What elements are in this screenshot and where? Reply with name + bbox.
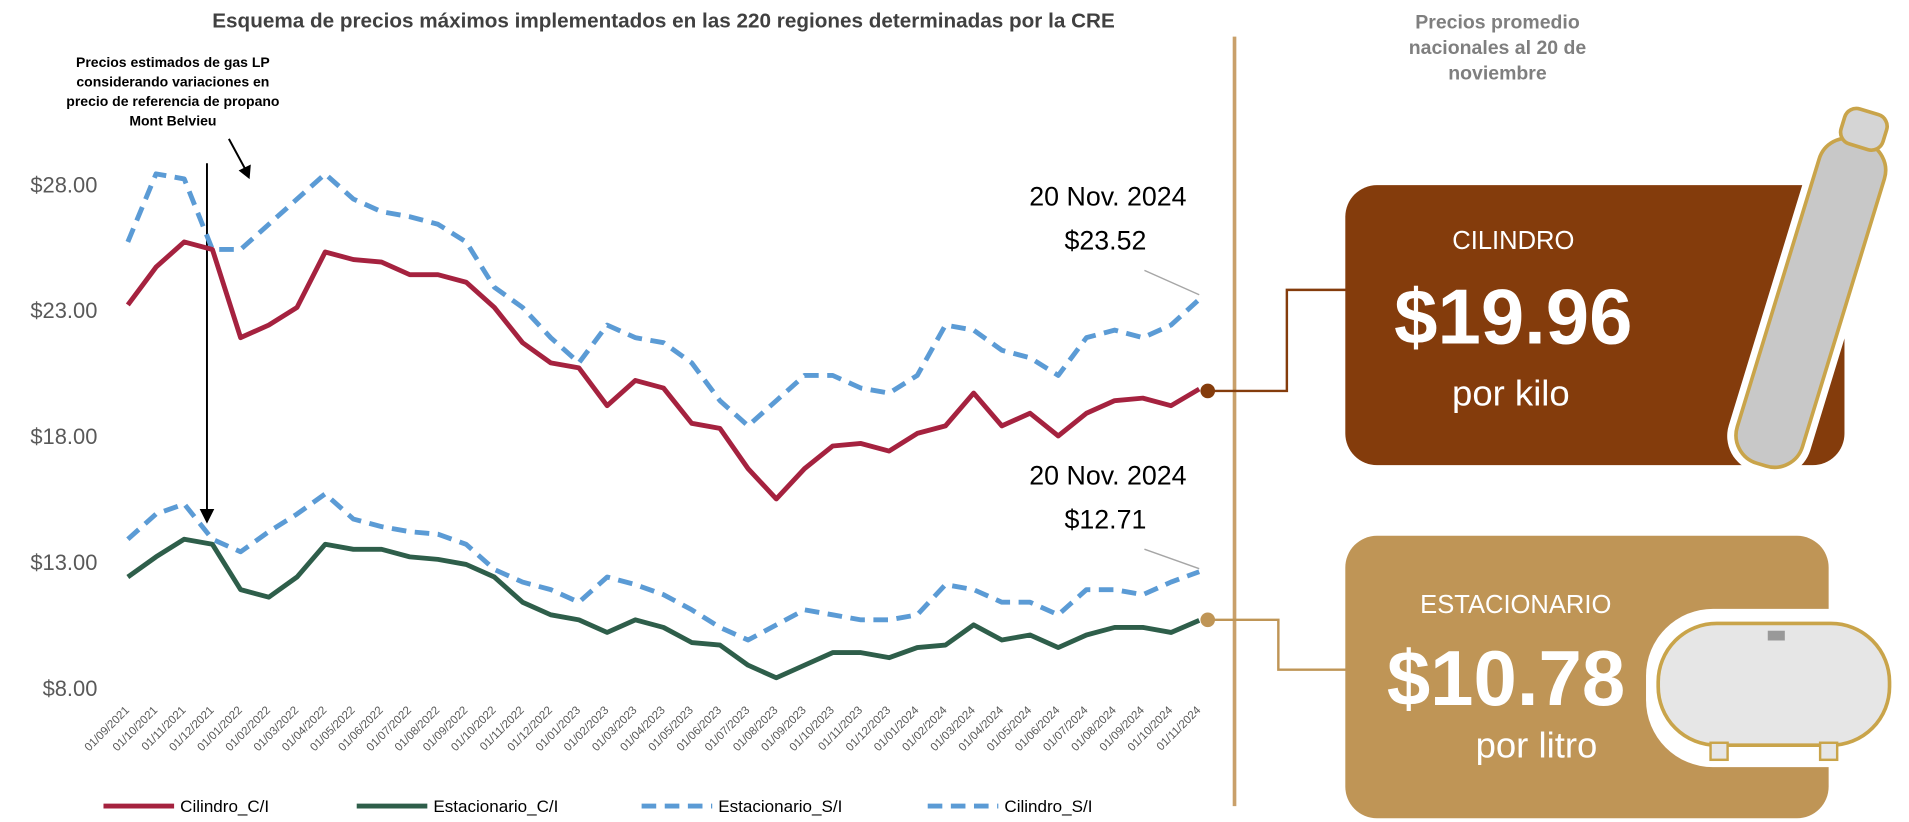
tank-valve bbox=[1768, 631, 1785, 641]
y-tick-label: $28.00 bbox=[30, 172, 97, 197]
card-name: CILINDRO bbox=[1452, 227, 1574, 255]
callout-date: 20 Nov. 2024 bbox=[1029, 182, 1186, 212]
y-tick-label: $18.00 bbox=[30, 424, 97, 449]
tank-leg bbox=[1820, 743, 1837, 760]
y-tick-label: $8.00 bbox=[43, 676, 98, 701]
page: {"chart_data": { "type": "line", "title"… bbox=[0, 0, 1909, 822]
card-unit: por litro bbox=[1476, 724, 1598, 765]
series-line bbox=[128, 494, 1199, 640]
panel-title: noviembre bbox=[1448, 63, 1547, 85]
annotation-arrow bbox=[229, 139, 245, 168]
callout-leader bbox=[1144, 270, 1199, 294]
connector bbox=[1208, 290, 1348, 391]
legend-label: Cilindro_S/I bbox=[1004, 797, 1092, 816]
y-tick-label: $13.00 bbox=[30, 550, 97, 575]
chart-title: Esquema de precios máximos implementados… bbox=[212, 9, 1115, 32]
arrow-head bbox=[200, 509, 215, 524]
annotation: Mont Belvieu bbox=[129, 113, 216, 129]
chart: Esquema de precios máximos implementados… bbox=[0, 0, 1909, 822]
legend-label: Cilindro_C/I bbox=[180, 797, 269, 816]
callout-value: $23.52 bbox=[1065, 225, 1147, 255]
annotation: Precios estimados de gas LP bbox=[76, 54, 270, 70]
annotation: considerando variaciones en bbox=[76, 74, 269, 90]
callout-leader bbox=[1144, 549, 1199, 568]
panel-title: Precios promedio bbox=[1415, 11, 1580, 33]
tank-icon bbox=[1646, 609, 1902, 767]
legend-label: Estacionario_C/I bbox=[433, 797, 558, 816]
card-price: $19.96 bbox=[1394, 272, 1632, 360]
legend-label: Estacionario_S/I bbox=[718, 797, 842, 816]
annotation: precio de referencia de propano bbox=[66, 93, 279, 109]
panel-title: nacionales al 20 de bbox=[1409, 37, 1587, 59]
series-line bbox=[128, 539, 1199, 678]
tank-body bbox=[1658, 623, 1889, 745]
tank-leg bbox=[1711, 743, 1728, 760]
callout-date: 20 Nov. 2024 bbox=[1029, 460, 1186, 490]
y-tick-label: $23.00 bbox=[30, 298, 97, 323]
connector-dot bbox=[1200, 384, 1215, 399]
card-name: ESTACIONARIO bbox=[1420, 591, 1611, 619]
card-price: $10.78 bbox=[1387, 634, 1625, 722]
callout-value: $12.71 bbox=[1065, 504, 1147, 534]
connector-dot bbox=[1200, 612, 1215, 627]
connector bbox=[1208, 620, 1348, 670]
card-unit: por kilo bbox=[1452, 372, 1570, 413]
